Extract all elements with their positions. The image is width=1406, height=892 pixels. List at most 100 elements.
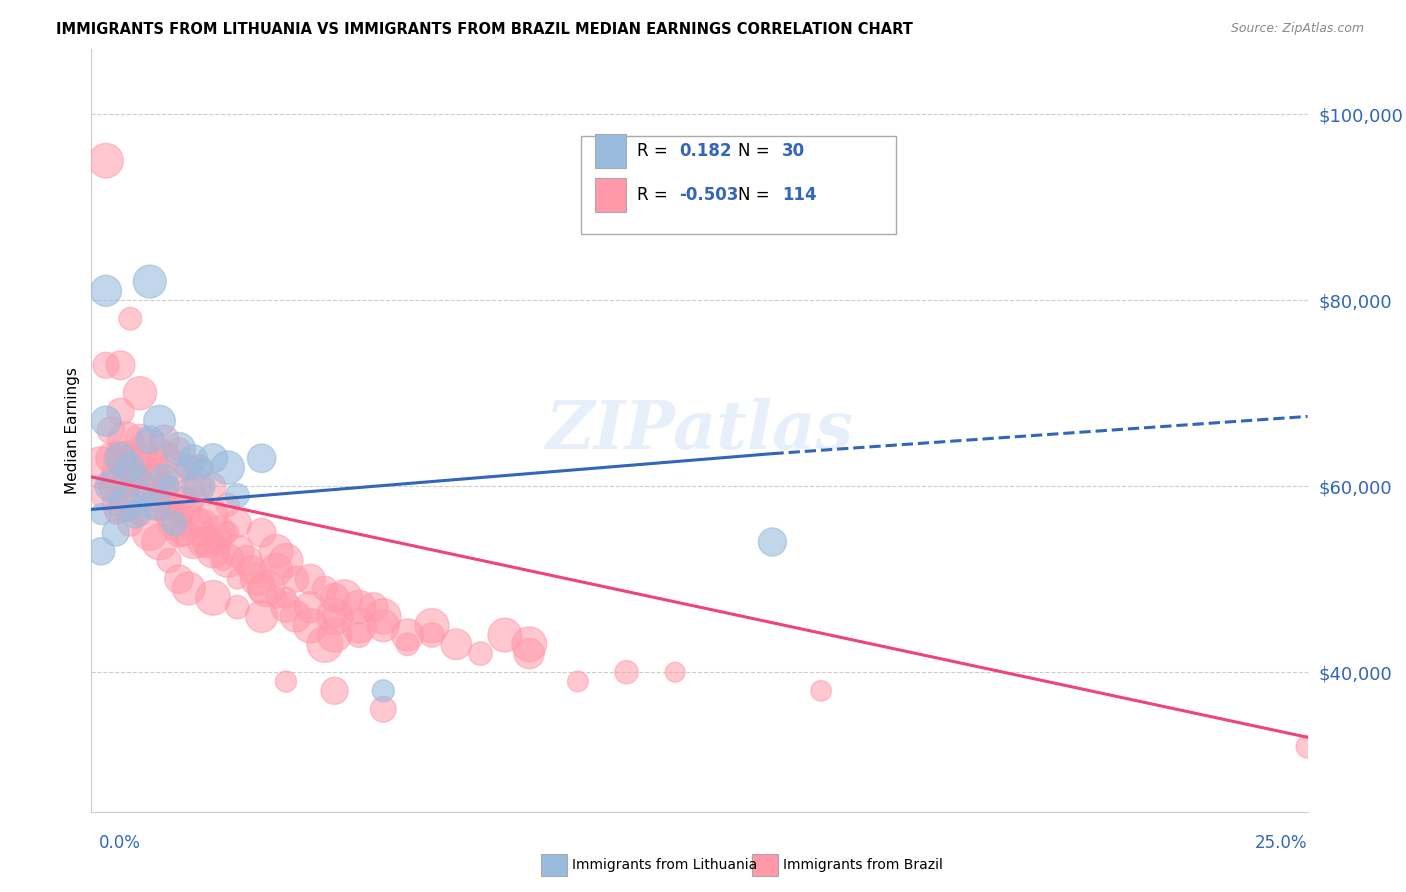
Point — [373, 618, 395, 632]
Point — [120, 498, 142, 512]
Point — [250, 451, 273, 466]
Point — [396, 628, 419, 642]
Point — [202, 451, 225, 466]
Point — [470, 647, 492, 661]
Point — [110, 359, 132, 373]
Point — [90, 507, 112, 521]
Point — [177, 507, 200, 521]
Point — [134, 451, 156, 466]
Point — [323, 683, 346, 698]
Point — [264, 591, 287, 605]
Point — [104, 507, 127, 521]
Point — [129, 386, 152, 401]
Point — [197, 535, 219, 549]
Point — [494, 628, 516, 642]
Point — [207, 525, 229, 540]
Point — [193, 460, 215, 475]
Point — [157, 507, 180, 521]
Point — [129, 470, 152, 484]
Point — [236, 553, 259, 567]
Point — [202, 507, 225, 521]
Point — [207, 535, 229, 549]
Text: 0.0%: 0.0% — [98, 834, 141, 852]
Point — [90, 460, 112, 475]
Point — [124, 507, 146, 521]
Point — [226, 544, 249, 558]
Point — [100, 424, 122, 438]
Point — [333, 591, 356, 605]
Point — [139, 275, 162, 289]
Point — [129, 433, 152, 447]
Point — [517, 637, 540, 651]
Text: R =: R = — [637, 186, 673, 204]
Point — [183, 535, 205, 549]
Point — [94, 359, 117, 373]
Point — [226, 516, 249, 531]
Point — [264, 563, 287, 577]
Point — [148, 488, 170, 502]
Point — [157, 498, 180, 512]
Point — [129, 507, 152, 521]
Point — [202, 591, 225, 605]
Point — [250, 525, 273, 540]
Point — [173, 498, 195, 512]
Point — [120, 311, 142, 326]
Point — [120, 516, 142, 531]
Point — [94, 488, 117, 502]
Point — [250, 609, 273, 624]
Point — [246, 572, 269, 586]
Point — [347, 600, 370, 615]
Point — [153, 479, 176, 493]
Point — [664, 665, 686, 680]
Point — [120, 479, 142, 493]
Text: N =: N = — [738, 142, 775, 160]
Point — [616, 665, 638, 680]
Point — [517, 647, 540, 661]
Point — [167, 507, 190, 521]
Point — [134, 488, 156, 502]
Point — [177, 460, 200, 475]
Point — [167, 525, 190, 540]
Point — [323, 609, 346, 624]
Point — [444, 637, 467, 651]
Point — [148, 535, 170, 549]
Point — [217, 553, 239, 567]
Point — [217, 460, 239, 475]
Point — [347, 628, 370, 642]
Point — [396, 637, 419, 651]
Point — [148, 414, 170, 428]
Point — [114, 498, 136, 512]
Point — [187, 516, 209, 531]
Point — [217, 498, 239, 512]
Text: 30: 30 — [782, 142, 804, 160]
Point — [240, 563, 263, 577]
Point — [104, 470, 127, 484]
Point — [167, 572, 190, 586]
Point — [90, 544, 112, 558]
Point — [202, 479, 225, 493]
Point — [183, 451, 205, 466]
Point — [299, 572, 322, 586]
Point — [567, 674, 589, 689]
Point — [274, 600, 297, 615]
Point — [323, 591, 346, 605]
Text: ZIPatlas: ZIPatlas — [546, 398, 853, 463]
Point — [153, 470, 176, 484]
Point — [167, 442, 190, 456]
Point — [373, 702, 395, 716]
Point — [420, 628, 443, 642]
Point — [177, 488, 200, 502]
Point — [202, 544, 225, 558]
Point — [177, 460, 200, 475]
Point — [124, 470, 146, 484]
Point — [114, 451, 136, 466]
Point — [163, 516, 186, 531]
Point — [347, 618, 370, 632]
Point — [373, 683, 395, 698]
Point — [94, 153, 117, 168]
Point — [100, 451, 122, 466]
Point — [761, 535, 783, 549]
Point — [226, 600, 249, 615]
Point — [157, 479, 180, 493]
Point — [274, 591, 297, 605]
